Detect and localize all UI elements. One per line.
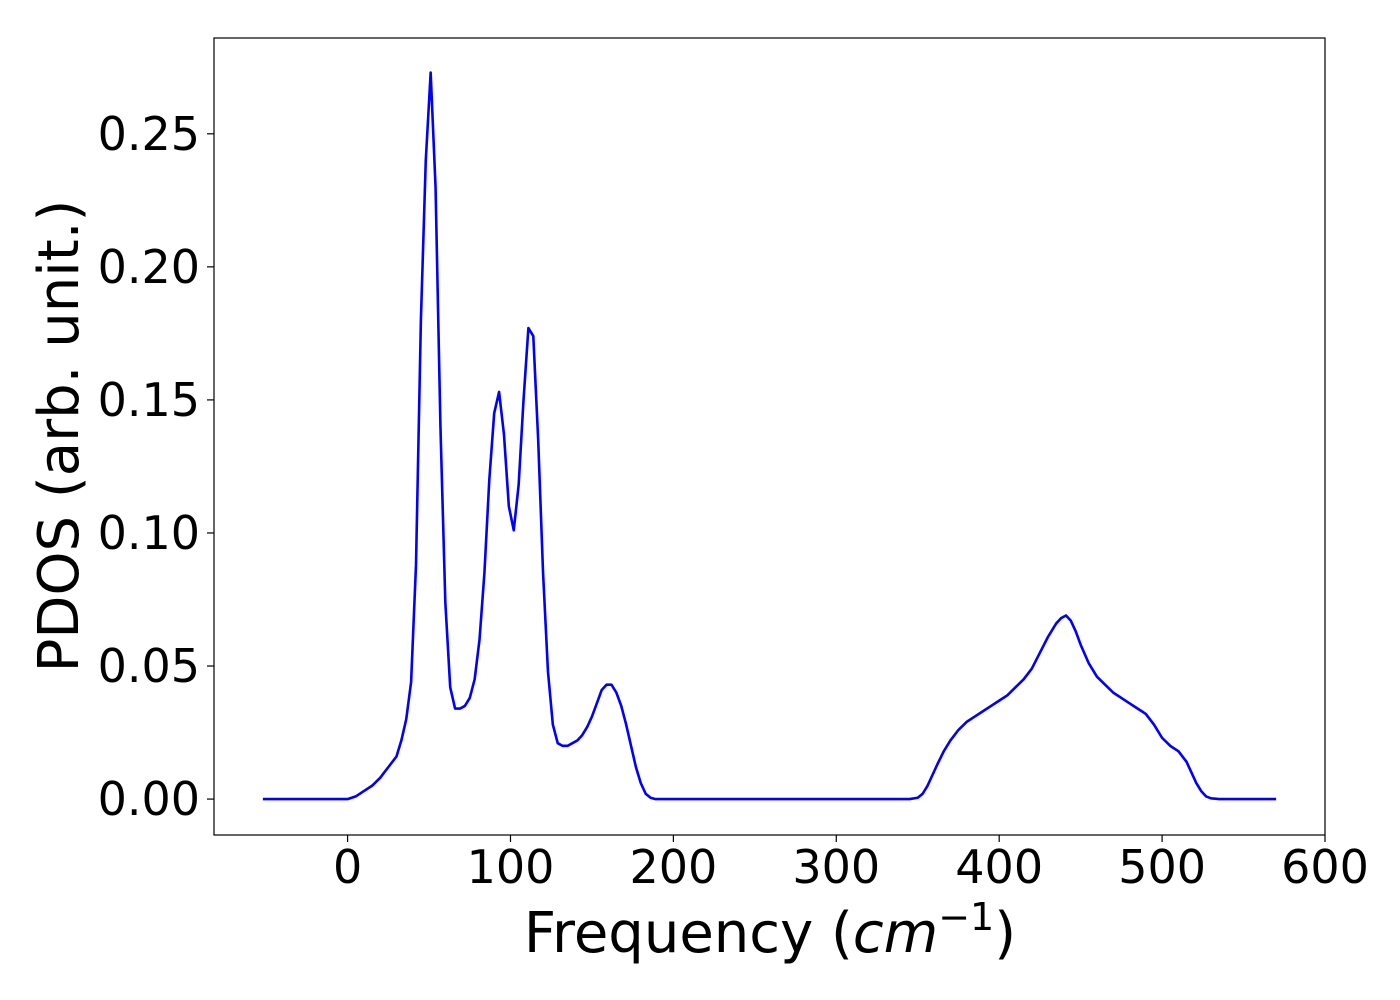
y-tick-label: 0.20 (98, 240, 200, 294)
x-tick-label: 400 (955, 840, 1043, 894)
y-axis-label: PDOS (arb. unit.) (27, 200, 92, 673)
x-tick-label: 300 (792, 840, 880, 894)
x-tick-label: 600 (1281, 840, 1369, 894)
y-axis-ticks: 0.00 0.05 0.10 0.15 0.20 0.25 (98, 107, 214, 826)
y-tick-label: 0.00 (98, 772, 200, 826)
x-axis-label-prefix: Frequency ( (524, 901, 853, 966)
y-tick-label: 0.15 (98, 373, 200, 427)
plot-frame (213, 37, 1326, 836)
x-tick-label: 200 (629, 840, 717, 894)
pdos-series-line (262, 71, 1277, 801)
x-axis-label-suffix: ) (994, 901, 1016, 966)
x-tick-label: 500 (1118, 840, 1206, 894)
series-layer (262, 71, 1277, 801)
x-axis-label-exponent: −1 (938, 895, 994, 939)
y-tick-label: 0.25 (98, 107, 200, 161)
y-tick-label: 0.10 (98, 506, 200, 560)
x-tick-label: 100 (467, 840, 555, 894)
x-axis-ticks: 0 100 200 300 400 500 600 (333, 835, 1369, 894)
y-tick-label: 0.05 (98, 639, 200, 693)
x-tick-label: 0 (333, 840, 362, 894)
x-axis-label-unit: cm (853, 901, 938, 966)
x-axis-label: Frequency (cm−1) (524, 895, 1016, 966)
